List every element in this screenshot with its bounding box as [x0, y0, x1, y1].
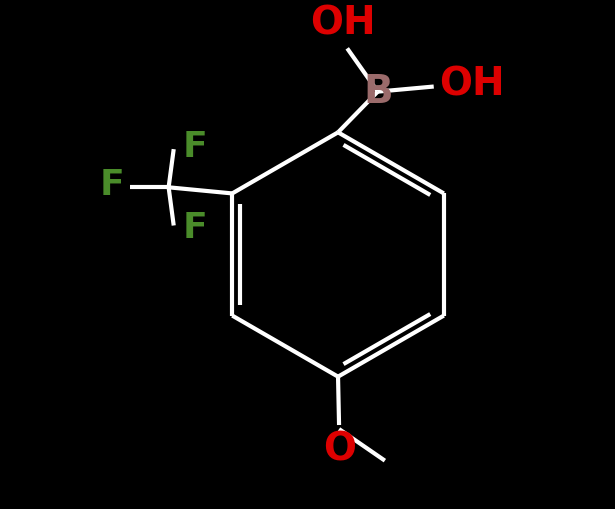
Text: B: B	[363, 73, 392, 110]
Text: F: F	[100, 168, 124, 202]
Text: F: F	[183, 211, 208, 244]
Text: OH: OH	[439, 66, 504, 103]
Text: F: F	[183, 130, 208, 164]
Text: O: O	[323, 430, 357, 468]
Text: OH: OH	[311, 4, 376, 42]
